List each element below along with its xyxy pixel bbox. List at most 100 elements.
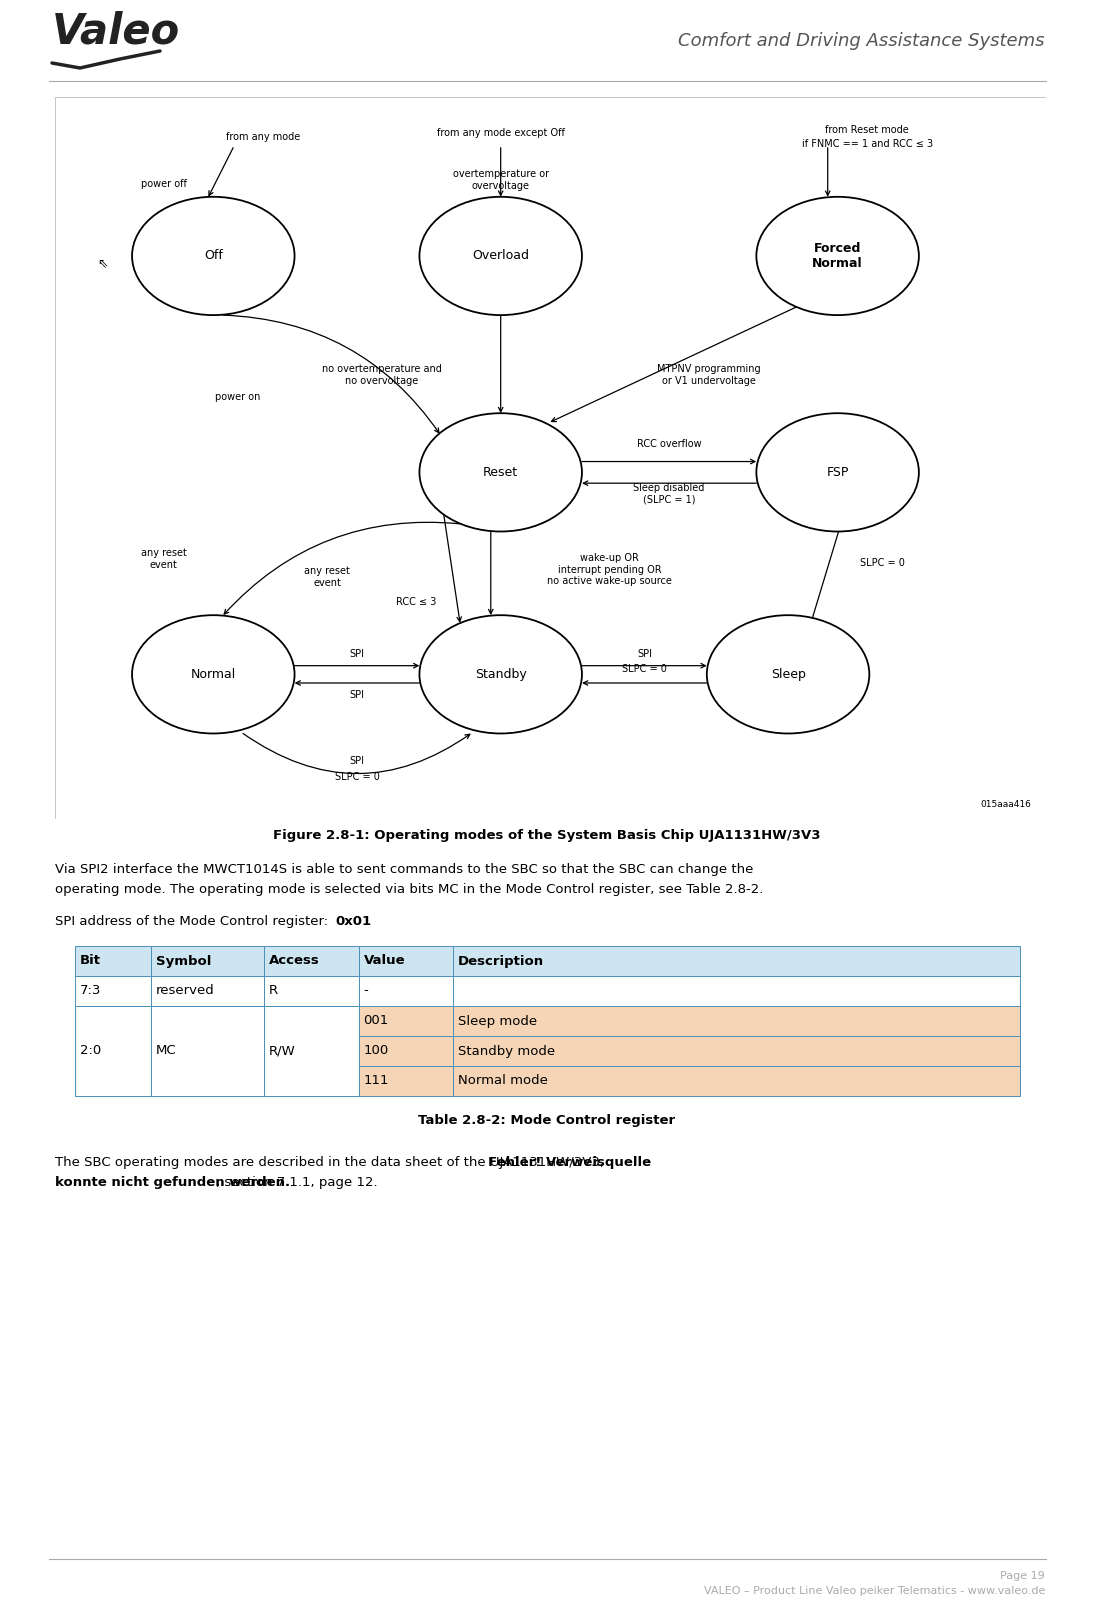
Text: from any mode: from any mode	[226, 131, 300, 143]
Text: R/W: R/W	[269, 1044, 296, 1057]
Text: Access: Access	[269, 955, 320, 968]
Text: VALEO – Product Line Valeo peiker Telematics - www.valeo.de: VALEO – Product Line Valeo peiker Telema…	[704, 1585, 1045, 1597]
Bar	[74, 1067, 151, 1096]
Text: The SBC operating modes are described in the data sheet of the UJA1131HW/3V3,: The SBC operating modes are described in…	[55, 1156, 608, 1169]
Circle shape	[419, 196, 581, 314]
Text: 001: 001	[364, 1015, 389, 1028]
Text: konnte nicht gefunden werden.: konnte nicht gefunden werden.	[55, 1175, 290, 1188]
Bar	[453, 1067, 1021, 1096]
Bar	[151, 947, 264, 976]
Text: SLPC = 0: SLPC = 0	[860, 558, 904, 567]
Bar	[358, 1067, 453, 1096]
Bar	[358, 947, 453, 976]
Text: FSP: FSP	[827, 465, 849, 478]
Circle shape	[419, 616, 581, 733]
Text: ⇖: ⇖	[97, 256, 108, 269]
Text: power on: power on	[216, 392, 261, 402]
Text: any reset
event: any reset event	[141, 548, 186, 569]
Text: any reset
event: any reset event	[304, 566, 350, 588]
Text: Forced
Normal: Forced Normal	[812, 242, 863, 271]
Bar	[74, 1007, 151, 1096]
Bar	[264, 1007, 358, 1096]
Text: overtemperature or
overvoltage: overtemperature or overvoltage	[452, 170, 549, 191]
Bar	[453, 1036, 1021, 1067]
Text: Standby: Standby	[475, 668, 527, 681]
Text: Page 19: Page 19	[1000, 1571, 1045, 1580]
Text: SPI: SPI	[637, 648, 652, 660]
Text: reserved: reserved	[155, 984, 215, 997]
Bar	[264, 1067, 358, 1096]
Text: R/W: R/W	[269, 1015, 296, 1028]
Bar	[74, 947, 151, 976]
Text: MC: MC	[155, 1015, 176, 1028]
Text: 100: 100	[364, 1044, 389, 1057]
Text: Table 2.8-2: Mode Control register: Table 2.8-2: Mode Control register	[418, 1114, 676, 1127]
Text: Bit: Bit	[80, 955, 101, 968]
Text: operating mode. The operating mode is selected via bits MC in the Mode Control r: operating mode. The operating mode is se…	[55, 883, 763, 896]
Text: SPI: SPI	[349, 689, 365, 700]
Text: no overtemperature and
no overvoltage: no overtemperature and no overvoltage	[322, 365, 441, 386]
Bar	[74, 1036, 151, 1067]
Text: Via SPI2 interface the MWCT1014S is able to sent commands to the SBC so that the: Via SPI2 interface the MWCT1014S is able…	[55, 862, 753, 875]
Text: Figure 2.8-1: Operating modes of the System Basis Chip UJA1131HW/3V3: Figure 2.8-1: Operating modes of the Sys…	[274, 830, 821, 843]
Bar	[74, 976, 151, 1007]
Bar	[264, 947, 358, 976]
Text: Fehler! Verweisquelle: Fehler! Verweisquelle	[488, 1156, 652, 1169]
Text: Comfort and Driving Assistance Systems: Comfort and Driving Assistance Systems	[679, 32, 1045, 50]
Text: SPI: SPI	[349, 755, 365, 765]
Circle shape	[706, 616, 869, 733]
Bar	[151, 1067, 264, 1096]
Text: RCC overflow: RCC overflow	[637, 439, 702, 449]
Text: Value: Value	[364, 955, 405, 968]
Text: 0x01: 0x01	[335, 914, 371, 927]
Circle shape	[132, 616, 295, 733]
Text: wake-up OR
interrupt pending OR
no active wake-up source: wake-up OR interrupt pending OR no activ…	[548, 553, 672, 587]
Text: RCC ≤ 3: RCC ≤ 3	[396, 597, 437, 608]
Bar	[358, 1007, 453, 1036]
Text: from any mode except Off: from any mode except Off	[437, 128, 565, 138]
Bar	[151, 1007, 264, 1096]
Text: 2:0: 2:0	[80, 1015, 101, 1028]
Bar	[151, 976, 264, 1007]
Text: Standby mode: Standby mode	[458, 1044, 555, 1057]
Text: SPI: SPI	[349, 648, 365, 660]
Text: 7:3: 7:3	[80, 984, 102, 997]
Text: R: R	[269, 984, 278, 997]
Bar	[264, 1007, 358, 1036]
Circle shape	[757, 413, 919, 532]
Text: 015aaa416: 015aaa416	[981, 799, 1031, 809]
Text: MTPNV programming
or V1 undervoltage: MTPNV programming or V1 undervoltage	[657, 365, 761, 386]
Text: SLPC = 0: SLPC = 0	[622, 665, 667, 674]
Text: Sleep disabled
(SLPC = 1): Sleep disabled (SLPC = 1)	[634, 483, 705, 504]
Text: Normal mode: Normal mode	[458, 1075, 548, 1088]
Text: Off: Off	[204, 250, 222, 263]
Circle shape	[132, 196, 295, 314]
Bar	[74, 1007, 151, 1036]
Bar	[264, 1036, 358, 1067]
Text: from Reset mode: from Reset mode	[826, 125, 909, 135]
Text: 111: 111	[364, 1075, 389, 1088]
Text: Description: Description	[458, 955, 544, 968]
Text: Symbol: Symbol	[155, 955, 211, 968]
Bar	[151, 1007, 264, 1036]
Text: SPI address of the Mode Control register:: SPI address of the Mode Control register…	[55, 914, 333, 927]
Text: Sleep: Sleep	[771, 668, 806, 681]
Circle shape	[419, 413, 581, 532]
Bar	[453, 976, 1021, 1007]
Text: -: -	[364, 984, 368, 997]
Text: 2:0: 2:0	[80, 1044, 101, 1057]
Bar	[358, 1036, 453, 1067]
Text: Overload: Overload	[472, 250, 529, 263]
Bar	[264, 976, 358, 1007]
Text: Sleep mode: Sleep mode	[458, 1015, 538, 1028]
Bar	[453, 1007, 1021, 1036]
Text: , section 7.1.1, page 12.: , section 7.1.1, page 12.	[216, 1175, 378, 1188]
Text: Valeo: Valeo	[51, 10, 181, 52]
Text: Normal: Normal	[191, 668, 235, 681]
Text: SLPC = 0: SLPC = 0	[335, 773, 380, 783]
Bar	[453, 947, 1021, 976]
Circle shape	[757, 196, 919, 314]
Text: MC: MC	[155, 1044, 176, 1057]
Text: power off: power off	[141, 178, 186, 188]
Text: Reset: Reset	[483, 465, 518, 478]
